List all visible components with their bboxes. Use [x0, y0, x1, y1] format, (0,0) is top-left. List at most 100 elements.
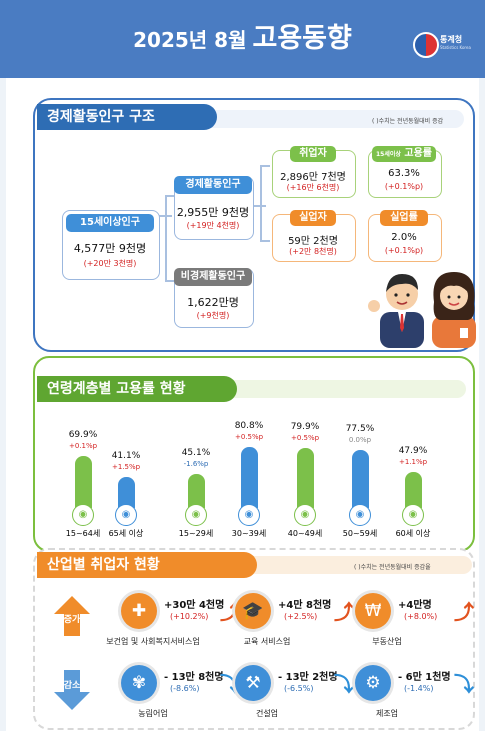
title-main: 고용동향	[252, 23, 352, 54]
unemployed-label: 실업자	[290, 210, 336, 226]
chart-data-label: 77.5%	[345, 424, 375, 434]
connector-line	[260, 165, 262, 240]
connector-line	[252, 205, 266, 207]
industry-value: +4만 8천명	[278, 600, 332, 611]
unemp-rate-value: 2.0%	[391, 232, 417, 243]
industry-change: (-8.6%)	[170, 684, 200, 693]
employed-value: 2,896만 7천명	[280, 172, 346, 183]
chart-bar	[352, 450, 369, 508]
pop15-label: 15세이상인구	[66, 214, 154, 232]
title-year-month: 2025년 8월	[133, 28, 247, 52]
industry-change: (+8.0%)	[404, 612, 438, 621]
agency-logo: 통계청 Statistics Korea	[413, 30, 475, 58]
pop15-value: 4,577만 9천명	[73, 242, 147, 255]
structure-note: ( )수치는 전년동월대비 증감	[372, 118, 444, 125]
employed-label: 취업자	[290, 146, 336, 162]
chart-bar	[188, 474, 205, 508]
chart-change-label: +1.1%p	[398, 458, 428, 466]
person-icon: ◉	[402, 504, 424, 526]
connector-line	[165, 195, 167, 280]
emp-rate-label: 고용률	[404, 148, 432, 159]
emp-rate-change: (+0.1%p)	[384, 182, 424, 191]
industry-value: - 6만 1천명	[398, 672, 451, 683]
pop15-change: (+20만 3천명)	[83, 259, 137, 268]
industry-name: 건설업	[255, 709, 279, 718]
header-banner	[0, 0, 485, 78]
connector-line	[260, 165, 270, 167]
trend-down-icon: ⤵	[454, 672, 474, 696]
chart-data-label: 80.8%	[234, 421, 264, 431]
chart-data-label: 79.9%	[290, 422, 320, 432]
chart-change-label: +0.5%p	[290, 434, 320, 442]
wheat-icon: ✾	[121, 665, 157, 701]
chart-tick-label: 50~59세	[342, 529, 378, 538]
unemployed-value: 59만 2천명	[288, 236, 338, 247]
inactive-label: 비경제활동인구	[174, 268, 252, 286]
connector-line	[165, 195, 175, 197]
industry-value: +4만명	[398, 600, 432, 611]
person-icon: ◉	[185, 504, 207, 526]
chart-bar	[118, 477, 135, 508]
age-tab-extension	[226, 380, 466, 398]
trend-up-icon: ⤴	[454, 600, 474, 624]
industry-change: (-1.4%)	[404, 684, 434, 693]
industry-name: 농림어업	[138, 709, 168, 718]
unemployed-change: (+2만 8천명)	[289, 247, 337, 256]
chart-tick-label: 40~49세	[287, 529, 323, 538]
industry-change: (+2.5%)	[284, 612, 318, 621]
excavator-icon: ⚒	[235, 665, 271, 701]
person-icon: ◉	[72, 504, 94, 526]
structure-title: 경제활동인구 구조	[37, 104, 217, 130]
man-figure	[368, 274, 424, 348]
chart-change-label: +0.1%p	[68, 442, 98, 450]
graduation-cap-icon: 🎓	[235, 593, 271, 629]
active-change: (+19만 4천명)	[186, 221, 240, 230]
characters-illustration	[368, 272, 476, 348]
chart-change-label: -1.6%p	[183, 460, 209, 468]
house-won-icon: ₩	[355, 593, 391, 629]
chart-tick-label: 15~64세	[65, 529, 101, 538]
agency-name: 통계청	[440, 35, 463, 44]
increase-arrow-badge	[54, 596, 90, 636]
chart-data-label: 47.9%	[398, 446, 428, 456]
chart-bar	[75, 456, 92, 508]
emp-rate-label-small: 15세이상	[375, 151, 401, 158]
connector-line	[260, 240, 270, 242]
chart-change-label: 0.0%p	[348, 436, 372, 444]
emp-rate-value: 63.3%	[388, 168, 420, 179]
agency-name-en: Statistics Korea	[440, 45, 471, 50]
inactive-change: (+9천명)	[196, 311, 230, 320]
industry-note: ( )수치는 전년동월대비 증감율	[354, 564, 431, 571]
unemp-rate-label: 실업률	[380, 210, 428, 226]
industry-name: 부동산업	[372, 637, 402, 646]
page-title: 2025년 8월 고용동향	[0, 16, 485, 55]
active-label: 경제활동인구	[174, 176, 252, 194]
industry-name: 제조업	[375, 709, 399, 718]
chart-change-label: +1.5%p	[111, 463, 141, 471]
chart-data-label: 41.1%	[111, 451, 141, 461]
chart-tick-label: 15~29세	[178, 529, 214, 538]
chart-tick-label: 65세 이상	[108, 529, 144, 538]
industry-name: 보건업 및 사회복지서비스업	[106, 637, 200, 646]
chart-tick-label: 60세 이상	[395, 529, 431, 538]
person-icon: ◉	[349, 504, 371, 526]
industry-tab-extension	[246, 556, 472, 574]
decrease-label: 감소	[63, 681, 81, 691]
industry-value: +30만 4천명	[164, 600, 225, 611]
chart-tick-label: 30~39세	[231, 529, 267, 538]
chart-bar	[241, 447, 258, 508]
chart-data-label: 45.1%	[181, 448, 211, 458]
taegeuk-icon	[413, 32, 439, 58]
chart-bar	[405, 472, 422, 508]
inactive-value: 1,622만명	[187, 296, 239, 309]
trend-down-icon: ⤵	[334, 672, 354, 696]
industry-title: 산업별 취업자 현황	[37, 552, 257, 578]
medical-kit-icon: ✚	[121, 593, 157, 629]
unemp-rate-change: (+0.1%p)	[384, 246, 424, 255]
person-icon: ◉	[238, 504, 260, 526]
industry-name: 교육 서비스업	[243, 637, 291, 646]
age-title: 연령계층별 고용률 현황	[37, 376, 237, 402]
industry-value: - 13만 8천명	[164, 672, 224, 683]
woman-figure	[432, 272, 476, 348]
increase-label: 증가	[63, 615, 81, 625]
